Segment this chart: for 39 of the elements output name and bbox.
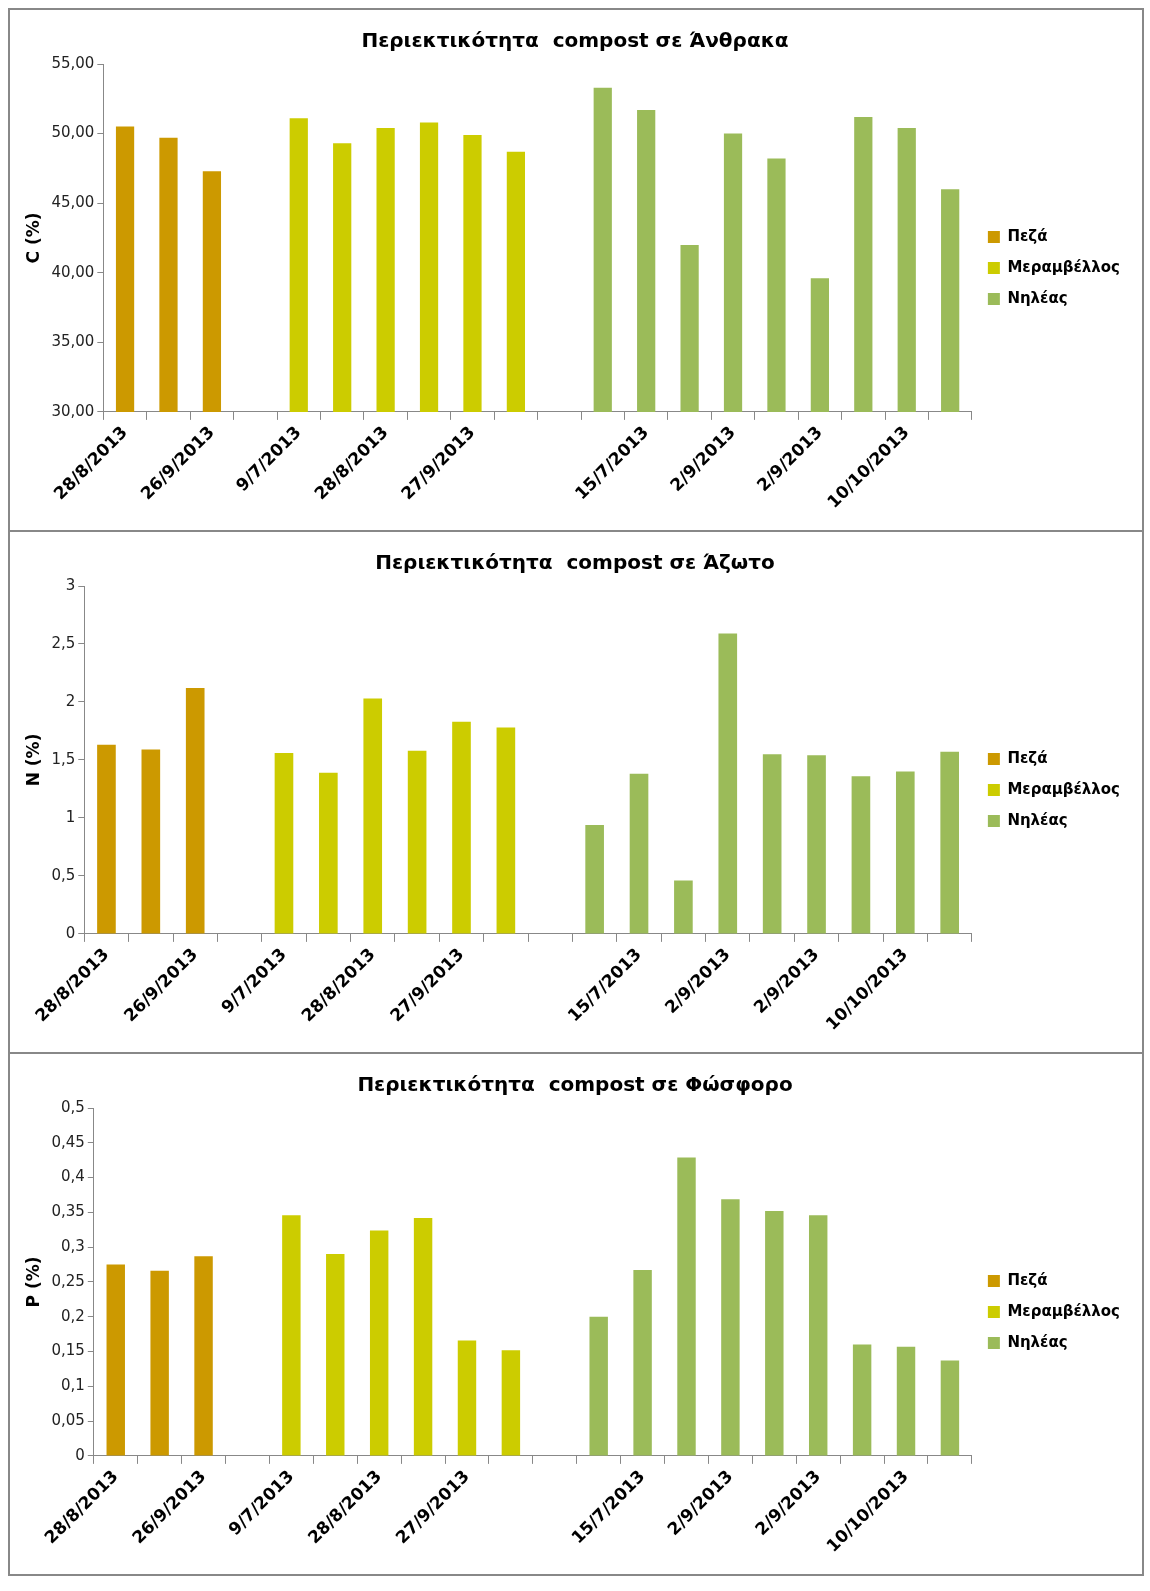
chart-title: Περιεκτικότητα compost σε Φώσφορο (357, 1072, 793, 1097)
y-tick-label: 40,00 (51, 262, 95, 281)
y-tick-label: 0,5 (51, 865, 76, 884)
y-tick-label: 0,35 (51, 1202, 85, 1221)
y-tick-label: 2 (65, 691, 76, 710)
y-tick-label: 0,45 (51, 1132, 85, 1151)
y-axis-title: C (%) (22, 212, 43, 264)
chart-title: Περιεκτικότητα compost σε Άζωτο (375, 550, 775, 575)
chart-title: Περιεκτικότητα compost σε Άνθρακα (361, 28, 789, 53)
y-tick-label: 0,05 (51, 1410, 85, 1429)
y-tick-label: 0,5 (60, 1097, 85, 1116)
legend-label: Πεζά (1007, 748, 1048, 767)
y-tick-label: 0,15 (51, 1341, 85, 1360)
y-tick-label: 35,00 (51, 332, 95, 351)
y-tick-label: 30,00 (51, 401, 95, 420)
legend-label: Πεζά (1007, 1270, 1048, 1289)
y-tick-label: 0,3 (60, 1237, 85, 1256)
y-tick-label: 2,5 (51, 633, 76, 652)
y-axis-title: N (%) (22, 733, 43, 787)
legend-label: Νηλέας (1007, 1332, 1068, 1351)
y-tick-label: 0,1 (60, 1376, 85, 1395)
y-tick-label: 1 (65, 807, 76, 826)
y-tick-label: 0,25 (51, 1271, 85, 1290)
y-tick-label: 0,4 (60, 1167, 85, 1186)
y-tick-label: 45,00 (51, 193, 95, 212)
legend-label: Πεζά (1007, 226, 1048, 245)
y-tick-label: 55,00 (51, 53, 95, 72)
y-tick-label: 1,5 (51, 749, 76, 768)
y-tick-label: 3 (65, 575, 76, 594)
legend-label: Μεραμβέλλος (1007, 1301, 1120, 1320)
legend-label: Νηλέας (1007, 810, 1068, 829)
legend-label: Μεραμβέλλος (1007, 257, 1120, 276)
y-tick-label: 0 (75, 1445, 85, 1464)
y-axis-title: P (%) (22, 1256, 43, 1308)
legend-label: Μεραμβέλλος (1007, 779, 1120, 798)
y-tick-label: 50,00 (51, 123, 95, 142)
y-tick-label: 0,2 (60, 1306, 85, 1325)
y-tick-label: 0 (65, 923, 76, 942)
legend-label: Νηλέας (1007, 288, 1068, 307)
